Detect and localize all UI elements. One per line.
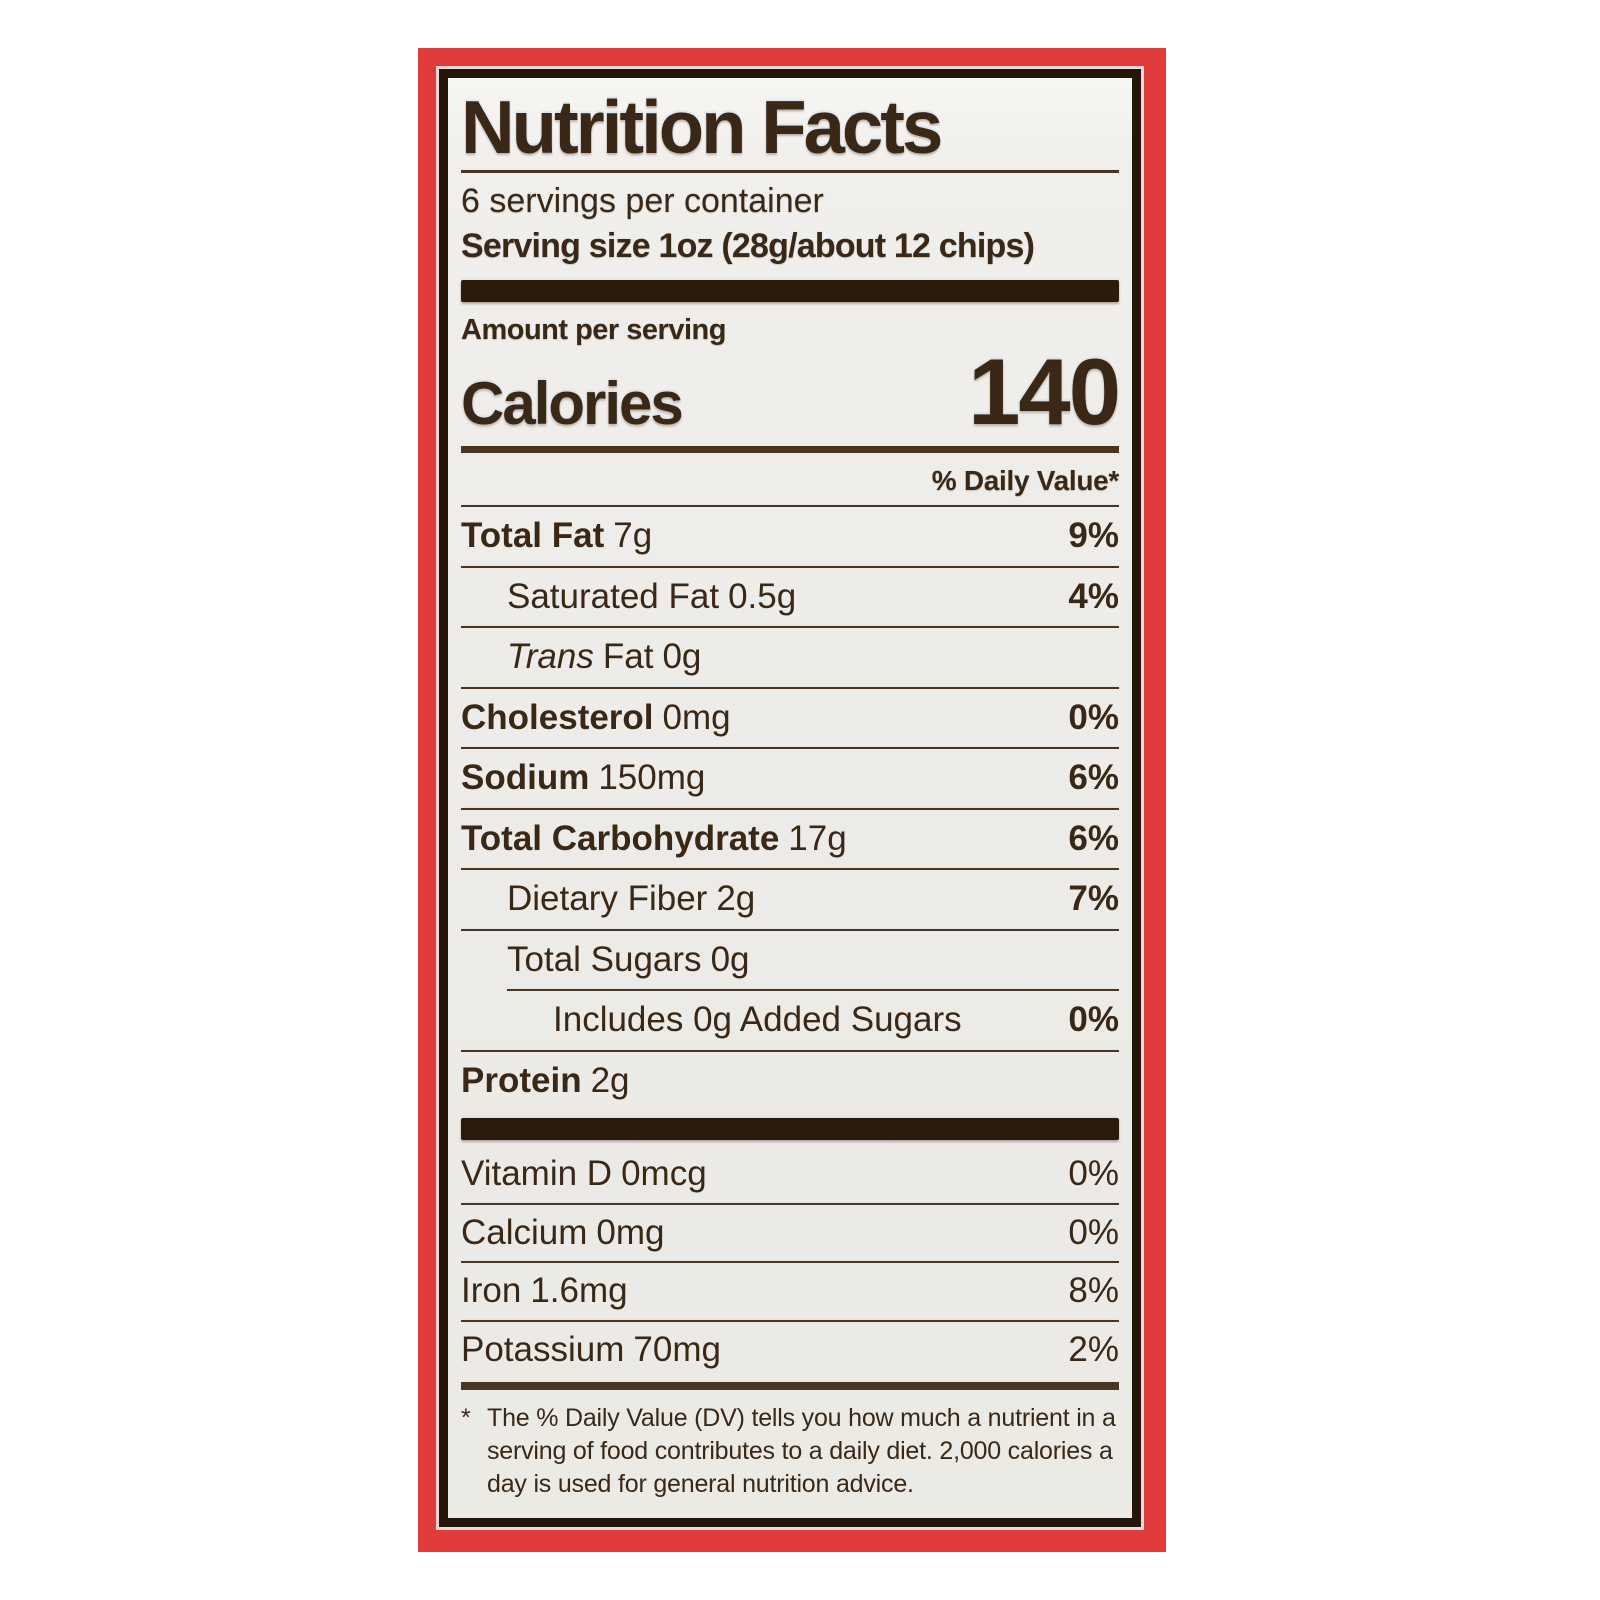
vitamin-dv: 0% — [1068, 1154, 1119, 1194]
nutrient-name: Cholesterol — [461, 697, 654, 737]
nutrient-name: Includes 0g Added Sugars — [553, 1000, 962, 1040]
row-separator — [461, 1319, 1119, 1322]
nutrient-amount: 7g — [613, 516, 653, 556]
nutrient-name: Total Sugars — [507, 939, 702, 979]
daily-value-header: % Daily Value* — [931, 465, 1120, 497]
nutrient-name: Sodium — [461, 758, 590, 798]
header-separator — [461, 505, 1119, 508]
footnote: * The % Daily Value (DV) tells you how m… — [461, 1402, 1119, 1501]
calories-label: Calories — [461, 370, 684, 438]
nutrient-amount: 0g — [710, 939, 750, 979]
nutrient-row-total-sugars: Total Sugars 0g — [461, 931, 1119, 990]
nutrient-dv: 9% — [1068, 516, 1119, 556]
vitamin-amount: 1.6mg — [530, 1271, 628, 1311]
row-separator — [461, 1202, 1119, 1205]
row-separator-indented — [507, 989, 1119, 992]
nutrient-amount: 17g — [788, 818, 847, 858]
servings-per-container: 6 servings per container — [461, 182, 824, 220]
vitamin-name: Potassium — [461, 1329, 625, 1369]
vitamin-name: Calcium — [461, 1212, 588, 1252]
nutrient-row-protein: Protein 2g — [461, 1052, 1119, 1111]
nutrient-amount: 0mg — [662, 697, 731, 737]
nutrient-row-dietary-fiber: Dietary Fiber 2g 7% — [461, 870, 1119, 929]
title-separator — [461, 170, 1119, 173]
vitamin-row-potassium: Potassium 70mg 2% — [461, 1322, 1119, 1379]
footnote-separator — [461, 1382, 1119, 1391]
thick-separator-top — [461, 280, 1119, 303]
thick-separator-middle — [461, 1118, 1119, 1141]
row-separator — [461, 565, 1119, 568]
red-package-frame: Nutrition Facts 6 servings per container… — [418, 48, 1166, 1552]
row-separator — [461, 686, 1119, 689]
nutrient-dv: 7% — [1068, 879, 1119, 919]
row-separator — [461, 868, 1119, 871]
vitamin-dv: 2% — [1068, 1329, 1119, 1369]
nutrient-amount: 150mg — [598, 758, 706, 798]
nutrient-amount: 0g — [662, 637, 702, 677]
nutrient-dv: 6% — [1068, 758, 1119, 798]
footnote-text: The % Daily Value (DV) tells you how muc… — [487, 1404, 1116, 1499]
nutrient-name: Fat — [602, 637, 654, 677]
nutrient-dv: 4% — [1068, 576, 1119, 616]
row-separator — [461, 807, 1119, 810]
nutrient-dv: 0% — [1068, 1000, 1119, 1040]
calories-value: 140 — [968, 339, 1121, 445]
vitamin-name: Vitamin D — [461, 1154, 613, 1194]
nutrient-name: Saturated Fat — [507, 576, 720, 616]
vitamin-dv: 8% — [1068, 1271, 1119, 1311]
row-separator — [461, 1261, 1119, 1264]
vitamin-name: Iron — [461, 1271, 522, 1311]
nutrient-name: Total Fat — [461, 516, 605, 556]
serving-size: Serving size 1oz (28g/about 12 chips) — [461, 226, 1035, 265]
nutrient-row-total-carbohydrate: Total Carbohydrate 17g 6% — [461, 810, 1119, 869]
vitamin-amount: 0mg — [596, 1212, 665, 1252]
vitamin-amount: 0mcg — [621, 1154, 707, 1194]
nutrient-row-added-sugars: Includes 0g Added Sugars 0% — [461, 991, 1119, 1050]
label-title: Nutrition Facts — [461, 85, 943, 169]
vitamin-row-iron: Iron 1.6mg 8% — [461, 1263, 1119, 1320]
nutrient-row-saturated-fat: Saturated Fat 0.5g 4% — [461, 568, 1119, 627]
nutrition-facts-label: Nutrition Facts 6 servings per container… — [439, 69, 1141, 1527]
nutrient-row-sodium: Sodium 150mg 6% — [461, 749, 1119, 808]
nutrient-row-total-fat: Total Fat 7g 9% — [461, 507, 1119, 566]
nutrient-amount: 2g — [590, 1060, 630, 1100]
nutrient-row-cholesterol: Cholesterol 0mg 0% — [461, 689, 1119, 748]
vitamin-row-calcium: Calcium 0mg 0% — [461, 1205, 1119, 1262]
row-separator — [461, 747, 1119, 750]
vitamin-row-vitamin-d: Vitamin D 0mcg 0% — [461, 1146, 1119, 1203]
nutrient-name: Protein — [461, 1060, 582, 1100]
nutrient-name-italic: Trans — [507, 637, 594, 677]
nutrient-dv: 6% — [1068, 818, 1119, 858]
nutrient-name: Total Carbohydrate — [461, 818, 780, 858]
row-separator — [461, 928, 1119, 931]
nutrient-row-trans-fat: Trans Fat 0g — [461, 628, 1119, 687]
nutrient-amount: 0.5g — [728, 576, 797, 616]
row-separator — [461, 626, 1119, 629]
vitamin-amount: 70mg — [633, 1329, 721, 1369]
calories-row: Calories 140 — [461, 339, 1121, 445]
calories-separator — [461, 446, 1119, 454]
vitamin-dv: 0% — [1068, 1212, 1119, 1252]
footnote-asterisk: * — [461, 1404, 471, 1433]
nutrient-amount: 2g — [716, 879, 756, 919]
nutrient-name: Dietary Fiber — [507, 879, 708, 919]
amount-per-serving-label: Amount per serving — [461, 314, 726, 347]
row-separator — [461, 1049, 1119, 1052]
nutrient-dv: 0% — [1068, 697, 1119, 737]
